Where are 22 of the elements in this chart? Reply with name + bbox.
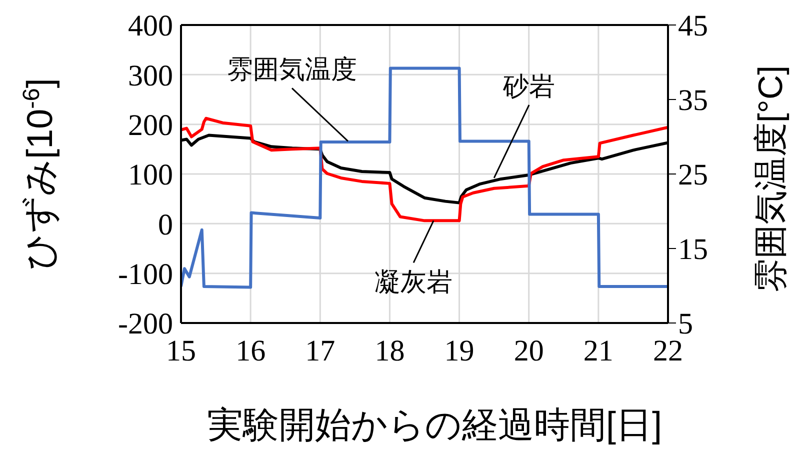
y2-axis-title: 雰囲気温度[°C] [752, 65, 790, 293]
y-tick-label: -100 [118, 258, 173, 291]
x-tick-label: 21 [583, 334, 614, 368]
y-tick-label: 300 [128, 59, 173, 92]
x-tick-label: 18 [374, 334, 405, 368]
y2-tick-label: 25 [678, 158, 708, 192]
y-tick-label: 100 [128, 158, 173, 192]
annotation: 砂岩 [502, 70, 556, 101]
annotation: 雰囲気温度 [226, 54, 357, 84]
annotation: 凝灰岩 [374, 266, 453, 297]
x-tick-label: 16 [236, 334, 266, 368]
x-tick-label: 19 [444, 334, 474, 368]
y2-tick-label: 15 [678, 233, 708, 266]
y-tick-label: 200 [128, 108, 173, 142]
x-tick-label: 20 [514, 334, 544, 368]
y2-tick-label: 35 [678, 84, 708, 118]
y2-tick-label: 45 [678, 10, 708, 43]
y-tick-label: 400 [128, 10, 173, 43]
x-tick-label: 17 [305, 334, 336, 368]
line-series [181, 116, 668, 222]
x-axis-title: 実験開始からの経過時間[日] [206, 404, 662, 445]
y-tick-label: 0 [158, 208, 173, 242]
